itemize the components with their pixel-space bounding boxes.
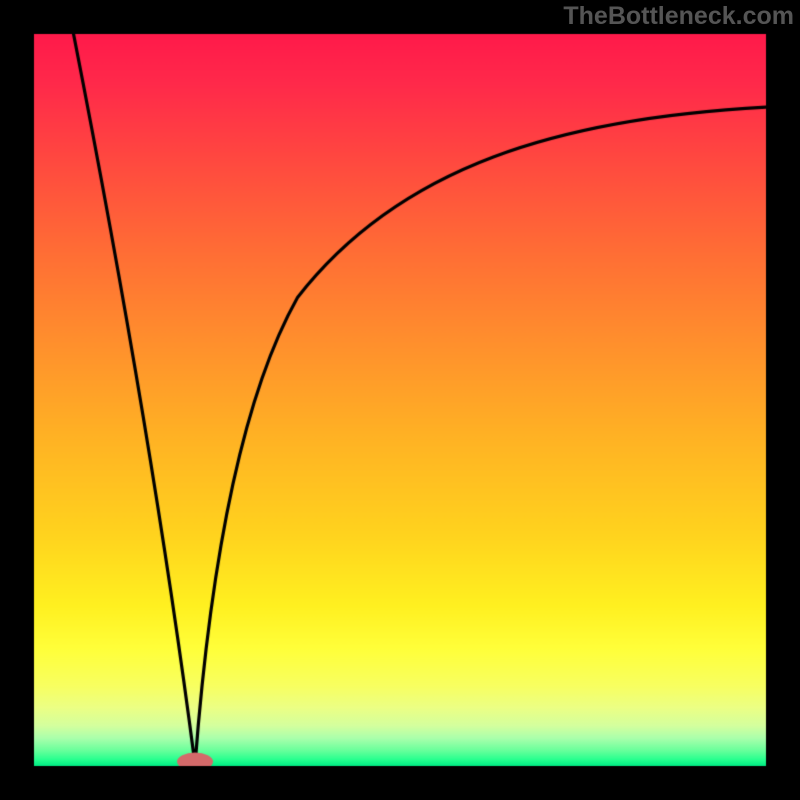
chart-stage: TheBottleneck.com <box>0 0 800 800</box>
watermark-text: TheBottleneck.com <box>563 2 794 31</box>
bottleneck-curve-chart <box>0 0 800 800</box>
